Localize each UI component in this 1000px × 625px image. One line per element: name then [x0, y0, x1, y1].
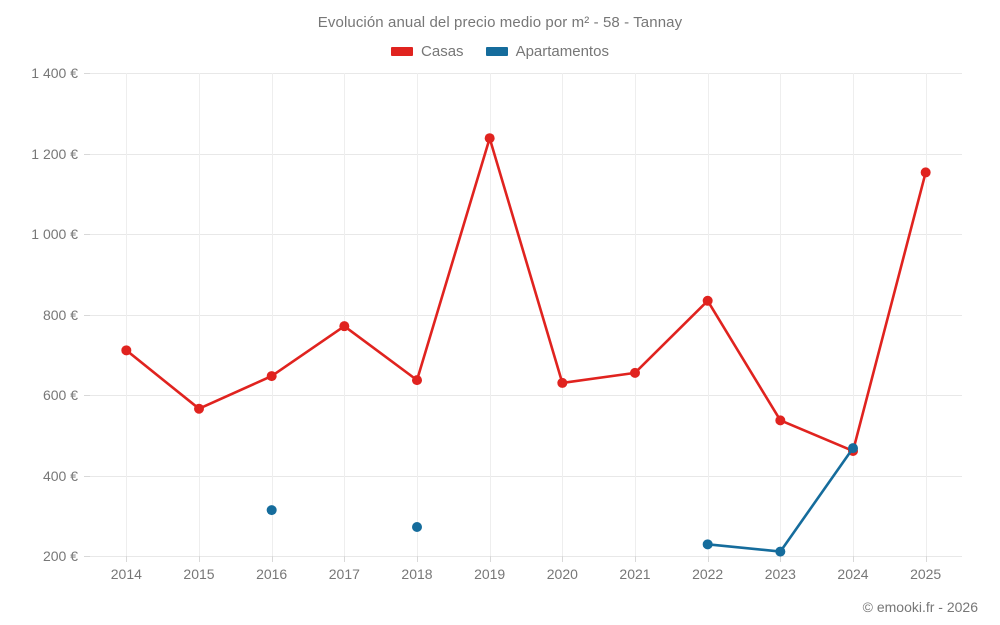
x-axis-tick-mark	[271, 556, 273, 562]
x-axis-tick-label: 2018	[401, 566, 433, 582]
y-axis-tick-label: 1 000 €	[31, 226, 78, 242]
chart-legend: Casas Apartamentos	[0, 43, 1000, 60]
x-axis-tick-mark	[853, 556, 854, 562]
gridline-vertical	[925, 73, 927, 556]
x-axis-tick-label: 2025	[910, 566, 942, 582]
legend-item-casas[interactable]: Casas	[391, 43, 464, 60]
x-axis-tick-label: 2021	[619, 566, 651, 582]
chart-title: Evolución anual del precio medio por m² …	[317, 14, 683, 31]
legend-label-apartamentos: Apartamentos	[515, 43, 609, 60]
x-axis-tick-label: 2015	[183, 566, 215, 582]
gridline-vertical	[635, 73, 636, 556]
gridline-horizontal	[90, 153, 962, 155]
gridline-horizontal	[90, 475, 962, 477]
legend-swatch-casas	[391, 47, 414, 56]
x-axis-tick-label: 2016	[256, 566, 288, 582]
gridline-vertical	[780, 73, 782, 556]
gridline-vertical	[344, 73, 346, 556]
legend-swatch-apartamentos	[485, 47, 508, 56]
x-axis-tick-mark	[126, 556, 128, 562]
x-axis-tick-label: 2023	[764, 566, 796, 582]
y-axis-tick-label: 1 400 €	[31, 65, 78, 81]
gridline-vertical	[271, 73, 273, 556]
gridline-horizontal	[90, 556, 962, 557]
gridline-vertical	[126, 73, 128, 556]
x-axis-tick-mark	[635, 556, 636, 562]
gridline-vertical	[489, 73, 491, 556]
gridline-horizontal	[90, 234, 962, 235]
y-axis-tick-mark	[84, 314, 90, 316]
x-axis-tick-label: 2020	[546, 566, 578, 582]
gridline-horizontal	[90, 73, 962, 74]
gridline-vertical	[562, 73, 564, 556]
gridline-vertical	[199, 73, 200, 556]
x-axis-tick-mark	[417, 556, 418, 562]
x-axis-tick-mark	[344, 556, 346, 562]
x-axis-tick-mark	[562, 556, 564, 562]
gridline-vertical	[417, 73, 418, 556]
gridline-horizontal	[90, 395, 962, 396]
x-axis-tick-label: 2014	[110, 566, 142, 582]
x-axis-tick-mark	[707, 556, 709, 562]
gridline-vertical	[853, 73, 854, 556]
y-axis-tick-label: 200 €	[42, 548, 78, 564]
x-axis-tick-label: 2019	[474, 566, 506, 582]
y-axis-tick-mark	[84, 73, 90, 74]
x-axis-tick-mark	[925, 556, 927, 562]
y-axis-tick-label: 400 €	[42, 467, 78, 484]
y-axis-tick-mark	[84, 234, 90, 235]
legend-label-casas: Casas	[421, 43, 464, 60]
gridline-vertical	[707, 73, 709, 556]
x-axis-tick-mark	[780, 556, 782, 562]
y-axis-tick-mark	[84, 153, 90, 155]
y-axis-tick-label: 800 €	[42, 306, 78, 323]
footer-credit: © emooki.fr - 2026	[862, 599, 978, 615]
y-axis-tick-mark	[84, 556, 90, 557]
plot-area	[90, 73, 962, 557]
x-axis-tick-mark	[489, 556, 491, 562]
x-axis-tick-label: 2022	[692, 566, 724, 582]
y-axis-tick-mark	[84, 395, 90, 396]
x-axis-tick-label: 2024	[837, 566, 869, 582]
gridline-horizontal	[90, 314, 962, 316]
y-axis-tick-mark	[84, 475, 90, 477]
legend-item-apartamentos[interactable]: Apartamentos	[485, 43, 609, 60]
y-axis-tick-label: 600 €	[42, 387, 78, 403]
y-axis-tick-label: 1 200 €	[31, 145, 78, 162]
x-axis-tick-label: 2017	[328, 566, 360, 582]
x-axis-tick-mark	[199, 556, 200, 562]
